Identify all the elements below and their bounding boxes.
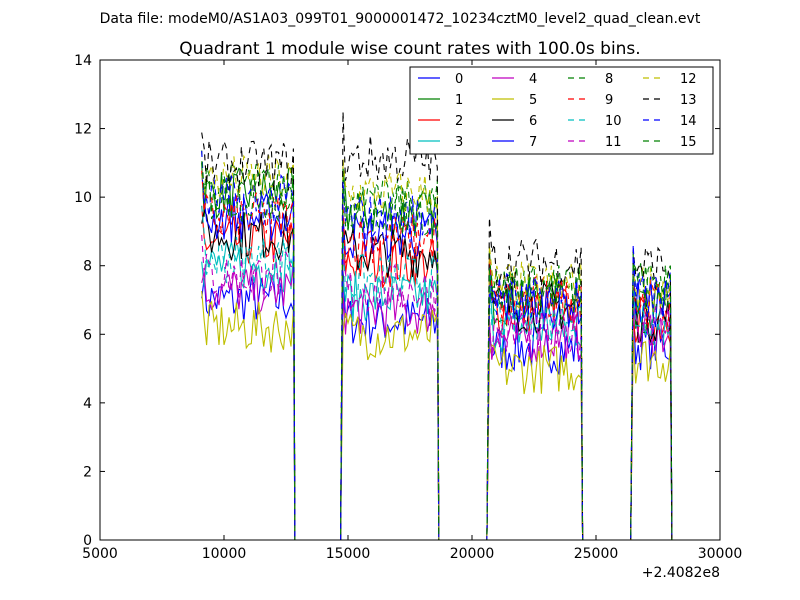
- legend-label-10: 10: [605, 114, 622, 129]
- y-tick-label: 4: [83, 396, 92, 412]
- legend-label-3: 3: [455, 135, 463, 150]
- legend-label-5: 5: [529, 93, 537, 108]
- legend-label-13: 13: [680, 93, 697, 108]
- series-line-7: [201, 172, 673, 540]
- legend-label-8: 8: [605, 72, 613, 87]
- legend-label-15: 15: [680, 135, 697, 150]
- legend-box: [409, 66, 714, 155]
- x-tick-label: 15000: [326, 546, 371, 562]
- legend-label-11: 11: [605, 135, 622, 150]
- x-tick-label: 30000: [698, 546, 743, 562]
- plot-frame: [99, 59, 721, 541]
- legend-label-6: 6: [529, 114, 537, 129]
- plot-lines: [201, 111, 673, 540]
- series-line-15: [201, 161, 673, 540]
- y-tick-label: 0: [83, 533, 92, 549]
- x-offset-label: +2.4082e8: [642, 565, 720, 581]
- series-line-14: [201, 150, 673, 540]
- x-tick-label: 20000: [450, 546, 495, 562]
- series-line-5: [201, 290, 673, 540]
- series-line-12: [201, 154, 673, 540]
- chart-title: Quadrant 1 module wise count rates with …: [179, 39, 640, 59]
- legend-label-14: 14: [680, 114, 697, 129]
- legend-label-7: 7: [529, 135, 537, 150]
- y-tick-label: 6: [83, 327, 92, 343]
- series-line-10: [201, 205, 673, 540]
- legend-label-4: 4: [529, 72, 537, 87]
- y-tick-label: 2: [83, 464, 92, 480]
- legend-label-9: 9: [605, 93, 613, 108]
- series-line-11: [201, 234, 673, 540]
- legend-label-0: 0: [455, 72, 463, 87]
- series-line-6: [201, 209, 673, 540]
- y-tick-label: 10: [74, 190, 92, 206]
- x-tick-label: 10000: [202, 546, 247, 562]
- y-tick-label: 8: [83, 259, 92, 275]
- x-tick-label: 25000: [574, 546, 619, 562]
- y-tick-label: 14: [74, 53, 92, 69]
- y-tick-label: 12: [74, 122, 92, 138]
- x-tick-label: 5000: [82, 546, 118, 562]
- series-line-9: [201, 170, 673, 540]
- figure-suptitle: Data file: modeM0/AS1A03_099T01_90000014…: [100, 11, 701, 27]
- legend-label-12: 12: [680, 72, 697, 87]
- series-line-3: [201, 241, 673, 540]
- legend-label-1: 1: [455, 93, 463, 108]
- legend-label-2: 2: [455, 114, 463, 129]
